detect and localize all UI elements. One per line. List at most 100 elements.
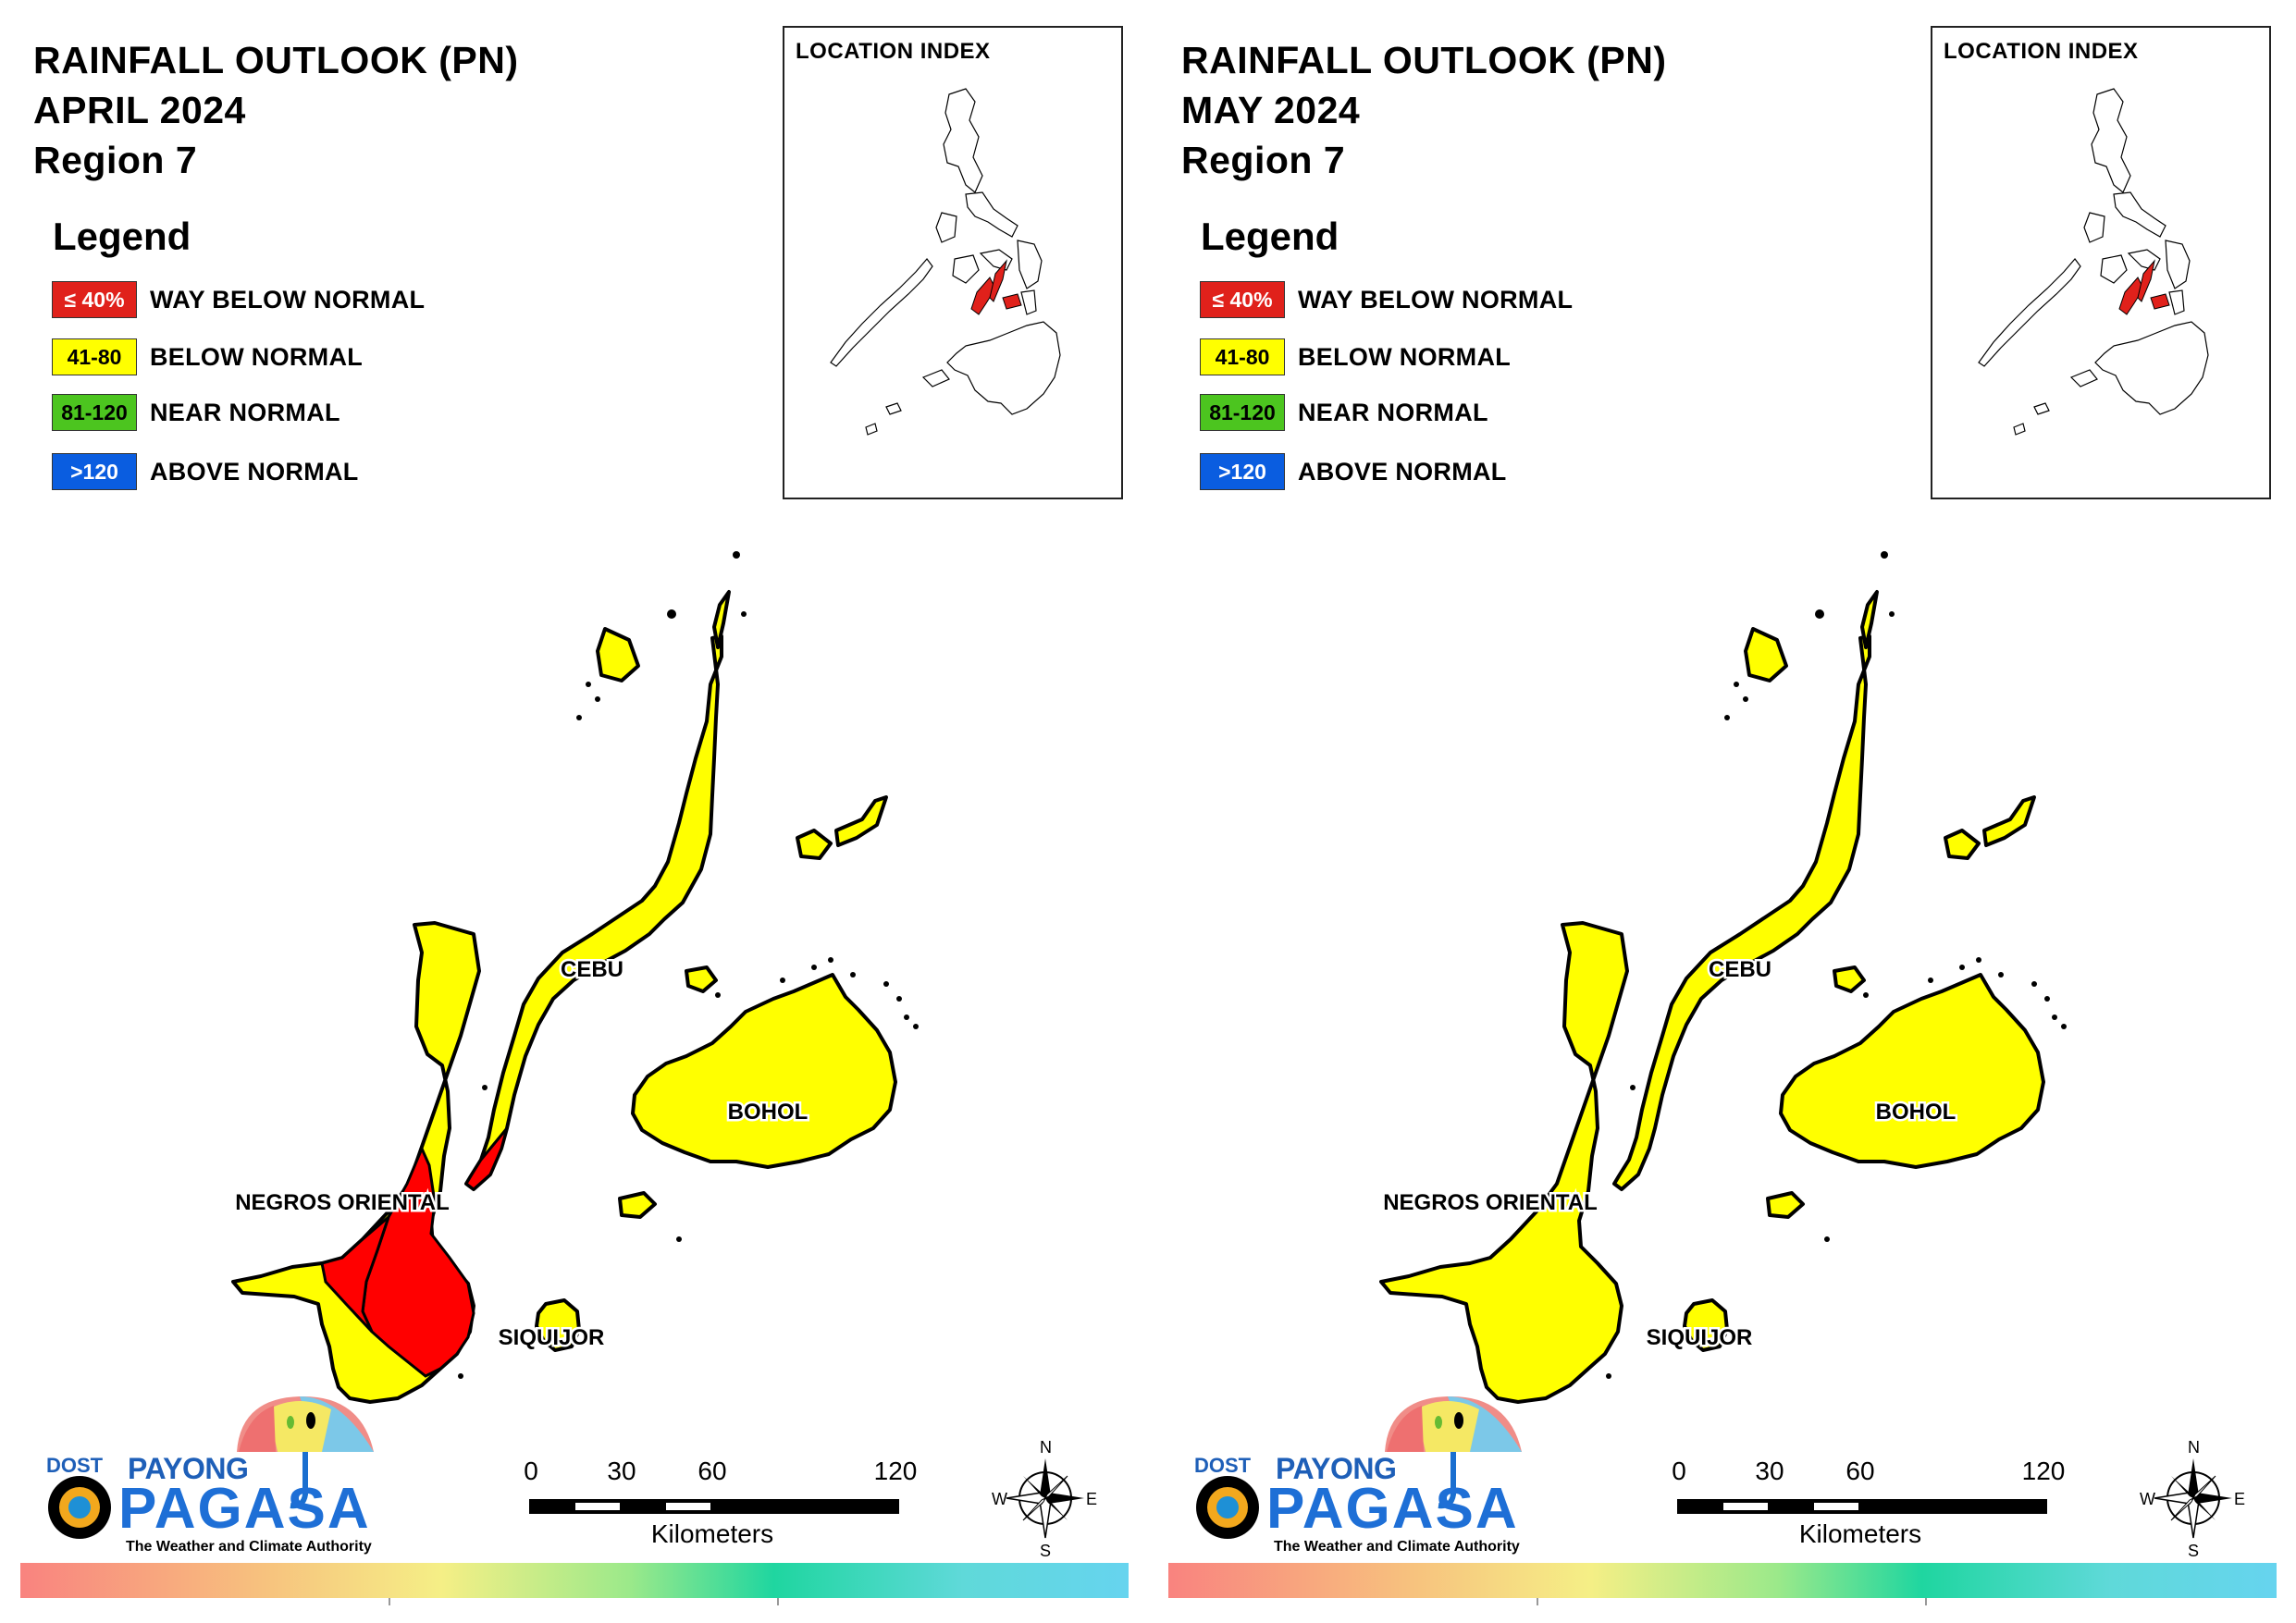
label-siquijor: SIQUIJOR (499, 1325, 605, 1350)
scale-tick-label: 0 (1672, 1457, 1686, 1485)
label-bohol: BOHOL (728, 1100, 809, 1125)
bantayan-island (1744, 627, 1788, 682)
leyte-shape (2168, 289, 2185, 315)
tawi-shape (2013, 423, 2026, 436)
legend-label: WAY BELOW NORMAL (150, 285, 426, 314)
legend-swatch: 81-120 (52, 394, 137, 431)
outlook-panel: RAINFALL OUTLOOK (PN) APRIL 2024 Region … (0, 0, 1147, 1623)
north-label: N (1040, 1438, 1052, 1457)
samar-shape (1017, 240, 1043, 289)
west-label: W (992, 1490, 1007, 1508)
scale-tick-label: 30 (1755, 1457, 1784, 1485)
luzon-shape (943, 88, 983, 193)
panay-shape (952, 254, 980, 284)
scale-tick-label: 0 (524, 1457, 538, 1485)
scale-tick-label: 60 (697, 1457, 727, 1485)
negros-highlight (2118, 277, 2144, 315)
mactan-island (685, 965, 718, 993)
legend-item-way-below-normal: ≤ 40% WAY BELOW NORMAL (52, 279, 425, 320)
location-index-inset: LOCATION INDEX (783, 26, 1123, 499)
logo-payong: PAYONG (128, 1452, 249, 1485)
title-line-region: Region 7 (1181, 139, 1346, 181)
legend-swatch: ≤ 40% (1200, 281, 1285, 318)
logo-tagline: The Weather and Climate Authority (126, 1539, 372, 1555)
palawan-shape (830, 258, 933, 367)
zamboanga-shape (921, 369, 950, 387)
title-line-month: MAY 2024 (1181, 89, 1361, 131)
scale-bar-graphic (529, 1499, 899, 1514)
map-title: RAINFALL OUTLOOK (PN) MAY 2024 Region 7 (1181, 35, 1666, 185)
philippines-outline-map (830, 88, 1061, 436)
footer-color-bar (20, 1563, 1129, 1598)
east-label: E (1086, 1490, 1098, 1508)
footer-tick (1925, 1598, 1927, 1605)
location-index-label: LOCATION INDEX (1944, 39, 2139, 64)
title-line-month: APRIL 2024 (33, 89, 246, 131)
legend-label: BELOW NORMAL (1298, 342, 1512, 371)
footer-tick (1537, 1598, 1538, 1605)
siquijor-region (535, 1298, 581, 1352)
samar-shape (2165, 240, 2191, 289)
daanbantayan-island (1860, 590, 1879, 649)
scale-tick-label: 120 (873, 1457, 918, 1485)
outlook-panel: RAINFALL OUTLOOK (PN) MAY 2024 Region 7 … (1148, 0, 2295, 1623)
payong-pagasa-logo: DOST PAYONG PAGASA The Weather and Clima… (26, 1387, 414, 1563)
legend-item-near-normal: 81-120 NEAR NORMAL (1200, 392, 1488, 433)
region7-rainfall-map: CEBU BOHOL NEGROS ORIENTAL SIQUIJOR (1379, 551, 2067, 1404)
payong-pagasa-logo: DOST PAYONG PAGASA The Weather and Clima… (1174, 1387, 1562, 1563)
luzon-shape (2091, 88, 2131, 193)
label-cebu: CEBU (1709, 957, 1771, 982)
scale-bar: 0 30 60 120 Kilometers (1666, 1457, 2065, 1558)
label-siquijor: SIQUIJOR (1647, 1325, 1753, 1350)
legend-title: Legend (53, 215, 191, 258)
location-index-label: LOCATION INDEX (796, 39, 991, 64)
mindanao-shape (2094, 321, 2209, 415)
scale-tick-label: 60 (1845, 1457, 1875, 1485)
mactan-island (1833, 965, 1866, 993)
mindoro-shape (2083, 212, 2105, 243)
legend-label: ABOVE NORMAL (150, 457, 359, 486)
legend-item-below-normal: 41-80 BELOW NORMAL (52, 337, 363, 377)
legend-label: NEAR NORMAL (150, 398, 340, 426)
logo-tagline: The Weather and Climate Authority (1274, 1539, 1520, 1555)
cebu-region (1612, 634, 1871, 1191)
legend-item-way-below-normal: ≤ 40% WAY BELOW NORMAL (1200, 279, 1573, 320)
scale-unit-label: Kilometers (1798, 1519, 1922, 1548)
west-label: W (2140, 1490, 2155, 1508)
footer-color-bar (1168, 1563, 2277, 1598)
logo-dost: DOST (46, 1454, 104, 1477)
label-bohol: BOHOL (1876, 1100, 1957, 1125)
legend-swatch: >120 (1200, 453, 1285, 490)
bohol-region (631, 973, 897, 1169)
map-title: RAINFALL OUTLOOK (PN) APRIL 2024 Region … (33, 35, 518, 185)
north-arrow: N S E W (2138, 1438, 2249, 1560)
east-label: E (2234, 1490, 2246, 1508)
legend-item-near-normal: 81-120 NEAR NORMAL (52, 392, 340, 433)
title-line-product: RAINFALL OUTLOOK (PN) (33, 39, 519, 81)
panglao-island (618, 1191, 657, 1219)
logo-pagasa: PAGASA (118, 1477, 371, 1541)
north-arrow: N S E W (990, 1438, 1101, 1560)
north-label: N (2188, 1438, 2200, 1457)
legend-label: WAY BELOW NORMAL (1298, 285, 1574, 314)
legend-swatch: 81-120 (1200, 394, 1285, 431)
legend-label: NEAR NORMAL (1298, 398, 1488, 426)
logo-pagasa: PAGASA (1266, 1477, 1519, 1541)
leyte-shape (1020, 289, 1037, 315)
tawi-shape (865, 423, 878, 436)
negros-oriental-region (1379, 921, 1629, 1404)
camotes-island-2 (1982, 795, 2036, 847)
logo-dost: DOST (1194, 1454, 1252, 1477)
camotes-island-1 (796, 829, 833, 860)
scale-bar-graphic (1677, 1499, 2047, 1514)
camotes-island-2 (834, 795, 888, 847)
cebu-highlight (989, 259, 1007, 302)
legend-label: BELOW NORMAL (150, 342, 364, 371)
title-line-product: RAINFALL OUTLOOK (PN) (1181, 39, 1667, 81)
scale-tick-label: 30 (607, 1457, 636, 1485)
label-negros-oriental: NEGROS ORIENTAL (235, 1190, 450, 1215)
legend-item-above-normal: >120 ABOVE NORMAL (1200, 451, 1507, 492)
mindoro-shape (935, 212, 957, 243)
camotes-island-1 (1944, 829, 1981, 860)
masbate-shape (2127, 249, 2161, 271)
